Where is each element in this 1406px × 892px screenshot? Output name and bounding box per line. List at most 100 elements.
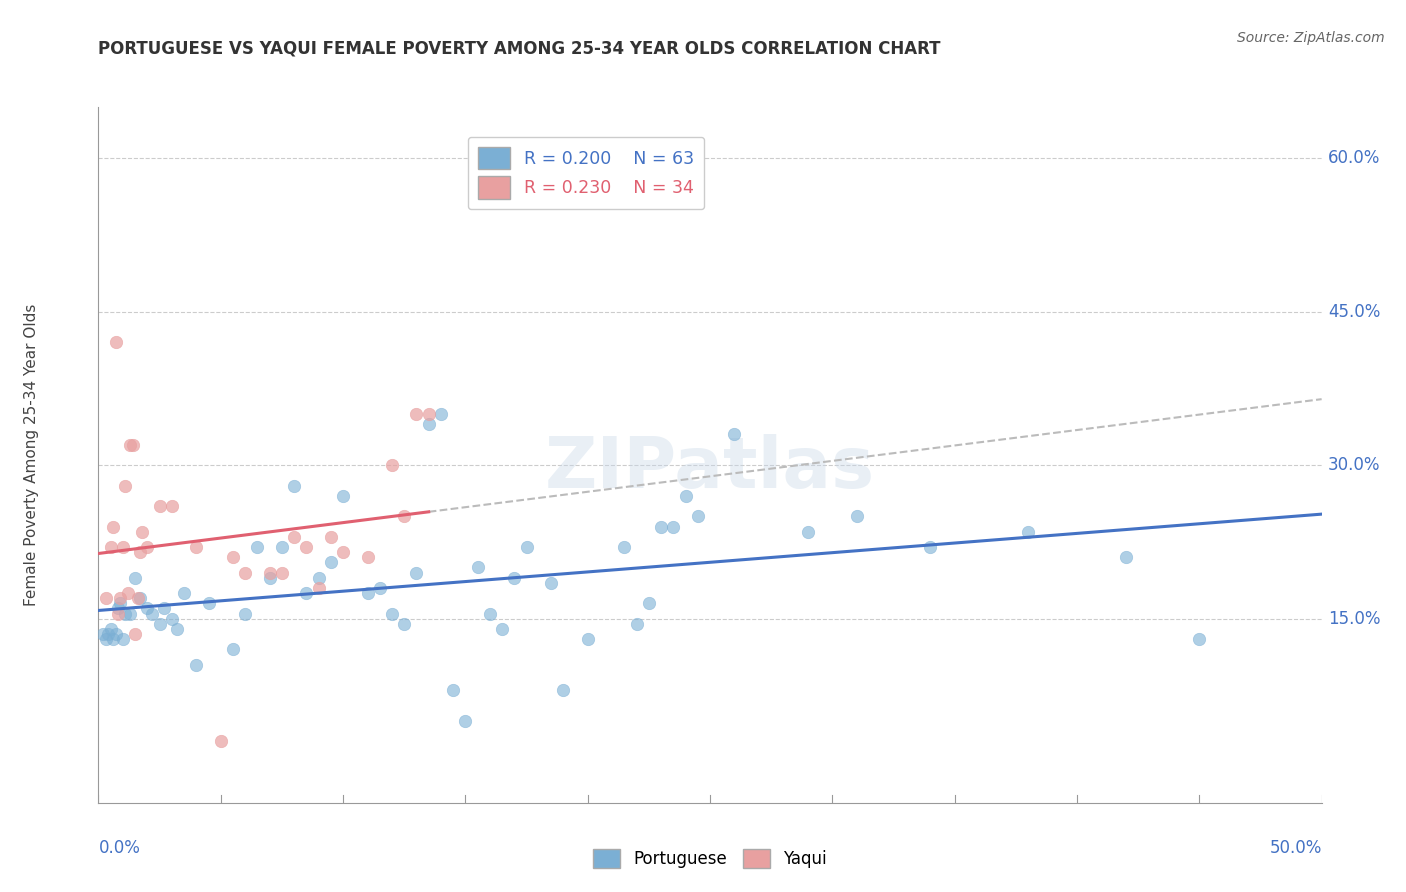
Point (153, 601, 176, 615)
Point (136, 601, 159, 615)
Point (186, 540, 208, 554)
Point (222, 550, 245, 565)
Text: 30.0%: 30.0% (1327, 456, 1381, 475)
Point (270, 566, 294, 580)
Point (540, 575, 562, 590)
Point (160, 612, 183, 626)
Point (141, 607, 163, 621)
Point (131, 524, 153, 539)
Text: Female Poverty Among 25-34 Year Olds: Female Poverty Among 25-34 Year Olds (24, 304, 38, 606)
Point (166, 622, 188, 636)
Point (381, 607, 404, 621)
Point (173, 586, 195, 600)
Point (723, 427, 745, 442)
Point (160, 499, 183, 513)
Text: 0.0%: 0.0% (98, 838, 141, 856)
Point (491, 622, 513, 636)
Point (675, 489, 697, 503)
Point (136, 540, 159, 554)
Point (149, 499, 172, 513)
Point (233, 566, 256, 580)
Text: ZIPatlas: ZIPatlas (546, 434, 875, 503)
Text: PORTUGUESE VS YAQUI FEMALE POVERTY AMONG 25-34 YEAR OLDS CORRELATION CHART: PORTUGUESE VS YAQUI FEMALE POVERTY AMONG… (98, 40, 941, 58)
Point (149, 616, 172, 631)
Point (1017, 524, 1039, 539)
Point (100, 622, 122, 636)
Point (295, 586, 318, 600)
Point (1188, 632, 1211, 646)
Point (259, 571, 281, 585)
Point (91, 627, 114, 641)
Point (283, 530, 305, 544)
Point (418, 407, 440, 421)
Point (120, 607, 142, 621)
Point (129, 591, 152, 606)
Point (319, 555, 342, 569)
Point (368, 581, 391, 595)
Point (418, 417, 440, 432)
Point (392, 509, 416, 524)
Point (576, 632, 599, 646)
Point (104, 627, 127, 641)
Point (686, 509, 709, 524)
Point (319, 530, 342, 544)
Point (356, 586, 378, 600)
Point (110, 596, 132, 610)
Legend: Portuguese, Yaqui: Portuguese, Yaqui (586, 842, 834, 874)
Point (553, 683, 575, 698)
Point (381, 458, 404, 472)
Text: 45.0%: 45.0% (1327, 302, 1381, 321)
Point (100, 540, 122, 554)
Point (101, 519, 124, 533)
Text: Source: ZipAtlas.com: Source: ZipAtlas.com (1237, 31, 1385, 45)
Point (295, 540, 318, 554)
Point (626, 616, 648, 631)
Point (503, 571, 526, 585)
Point (233, 607, 256, 621)
Point (515, 540, 537, 554)
Point (356, 550, 378, 565)
Point (283, 478, 305, 492)
Text: 50.0%: 50.0% (1270, 838, 1322, 856)
Point (650, 519, 672, 533)
Text: 60.0%: 60.0% (1327, 149, 1381, 167)
Point (392, 616, 416, 631)
Text: 15.0%: 15.0% (1327, 609, 1381, 628)
Point (259, 566, 281, 580)
Point (308, 581, 330, 595)
Point (117, 586, 139, 600)
Point (270, 540, 294, 554)
Point (101, 632, 124, 646)
Point (107, 607, 129, 621)
Point (186, 657, 208, 672)
Point (1115, 550, 1137, 565)
Point (332, 489, 354, 503)
Point (467, 560, 489, 574)
Point (97, 627, 120, 641)
Point (845, 509, 868, 524)
Point (246, 540, 269, 554)
Point (107, 601, 129, 615)
Point (405, 407, 427, 421)
Point (454, 714, 477, 728)
Point (114, 607, 136, 621)
Point (430, 407, 453, 421)
Point (127, 591, 149, 606)
Point (124, 571, 146, 585)
Point (94, 591, 117, 606)
Point (111, 632, 134, 646)
Point (124, 627, 146, 641)
Point (441, 683, 464, 698)
Point (129, 545, 152, 559)
Point (197, 596, 219, 610)
Point (209, 734, 232, 748)
Point (332, 545, 354, 559)
Point (920, 540, 942, 554)
Point (121, 438, 143, 452)
Point (613, 540, 636, 554)
Point (110, 591, 132, 606)
Point (222, 642, 245, 657)
Point (797, 524, 820, 539)
Point (637, 596, 661, 610)
Point (405, 566, 427, 580)
